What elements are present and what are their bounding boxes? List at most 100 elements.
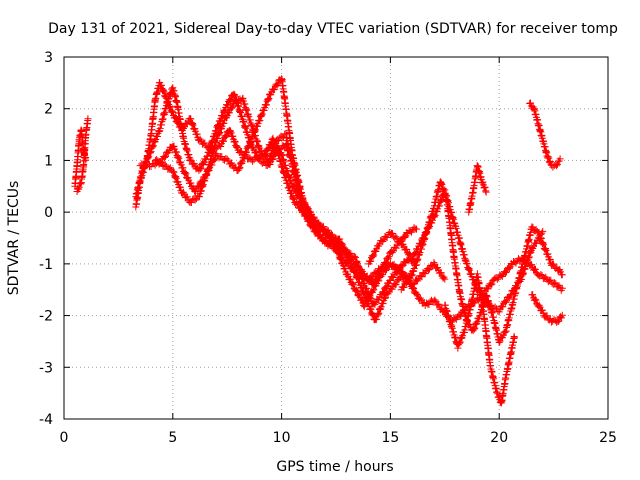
data-point bbox=[473, 318, 481, 326]
data-point bbox=[265, 94, 273, 102]
data-point bbox=[392, 233, 400, 241]
data-point bbox=[189, 121, 197, 129]
data-point bbox=[216, 129, 224, 137]
data-point bbox=[413, 225, 421, 233]
data-point bbox=[417, 245, 425, 253]
data-point bbox=[413, 291, 421, 299]
data-point bbox=[243, 148, 251, 156]
data-point bbox=[321, 227, 329, 235]
data-point bbox=[386, 277, 394, 285]
data-point bbox=[172, 114, 180, 122]
data-point bbox=[162, 152, 170, 160]
data-point bbox=[336, 254, 344, 262]
data-point bbox=[558, 311, 566, 319]
data-point bbox=[381, 294, 389, 302]
data-point bbox=[231, 138, 239, 146]
data-point bbox=[482, 187, 490, 195]
data-point bbox=[505, 294, 513, 302]
data-point bbox=[213, 134, 221, 142]
data-point bbox=[189, 184, 197, 192]
data-point bbox=[416, 248, 424, 256]
data-point bbox=[495, 339, 503, 346]
data-point bbox=[186, 155, 194, 163]
data-point bbox=[163, 148, 171, 156]
data-point bbox=[498, 333, 506, 341]
data-point bbox=[389, 230, 397, 238]
data-point bbox=[302, 210, 310, 218]
data-point bbox=[242, 149, 250, 157]
data-point bbox=[171, 113, 179, 121]
data-point bbox=[244, 143, 252, 151]
data-point bbox=[217, 124, 225, 132]
data-point bbox=[385, 253, 393, 261]
series-arc-13 bbox=[528, 291, 566, 326]
data-point bbox=[149, 142, 157, 150]
data-point bbox=[264, 96, 272, 104]
data-point bbox=[410, 265, 418, 273]
data-point bbox=[172, 172, 180, 180]
data-point bbox=[409, 284, 417, 292]
data-point bbox=[84, 115, 92, 123]
data-point bbox=[256, 116, 264, 124]
data-point bbox=[223, 155, 231, 163]
data-point bbox=[471, 324, 479, 332]
data-point bbox=[430, 259, 438, 267]
data-point bbox=[531, 295, 539, 303]
data-point bbox=[172, 148, 180, 156]
data-point bbox=[265, 158, 273, 165]
data-point bbox=[400, 283, 408, 291]
data-point bbox=[172, 174, 180, 182]
data-point bbox=[187, 198, 195, 206]
data-point bbox=[289, 194, 297, 202]
data-point bbox=[285, 184, 293, 192]
data-point bbox=[77, 180, 85, 188]
data-point bbox=[226, 128, 234, 136]
data-points bbox=[71, 75, 566, 407]
data-point bbox=[222, 113, 230, 121]
data-point bbox=[484, 285, 492, 293]
data-point bbox=[245, 141, 253, 149]
data-point bbox=[481, 183, 489, 191]
data-point bbox=[537, 234, 545, 242]
data-point bbox=[258, 110, 266, 118]
data-point bbox=[289, 195, 297, 203]
x-axis-label: GPS time / hours bbox=[276, 459, 393, 475]
data-point bbox=[487, 281, 495, 289]
data-point bbox=[426, 265, 434, 273]
data-point bbox=[410, 250, 418, 258]
data-point bbox=[368, 252, 376, 260]
data-point bbox=[363, 272, 371, 280]
data-point bbox=[541, 245, 549, 253]
data-point bbox=[553, 162, 561, 170]
data-point bbox=[403, 279, 411, 287]
data-point bbox=[555, 267, 563, 275]
data-point bbox=[368, 311, 376, 319]
series-arc-6 bbox=[151, 94, 421, 288]
data-point bbox=[360, 301, 368, 309]
data-point bbox=[470, 325, 478, 333]
data-point bbox=[75, 183, 83, 191]
data-point bbox=[220, 107, 228, 115]
data-point bbox=[158, 159, 166, 167]
data-point bbox=[370, 251, 378, 259]
data-point bbox=[164, 95, 172, 103]
data-point bbox=[348, 264, 356, 272]
data-point bbox=[408, 271, 416, 279]
data-point bbox=[336, 235, 344, 243]
data-point bbox=[437, 269, 445, 277]
data-point bbox=[341, 265, 349, 273]
y-tick-label: -2 bbox=[39, 309, 53, 325]
data-point bbox=[266, 161, 274, 169]
data-point bbox=[260, 107, 268, 115]
data-point bbox=[193, 130, 201, 138]
data-point bbox=[305, 214, 313, 222]
data-point bbox=[528, 261, 536, 269]
data-point bbox=[308, 217, 316, 225]
data-point bbox=[181, 168, 189, 176]
data-point bbox=[550, 260, 558, 268]
data-point bbox=[144, 154, 152, 162]
data-point bbox=[395, 264, 403, 272]
data-point bbox=[146, 149, 154, 157]
data-point bbox=[149, 143, 157, 151]
data-point bbox=[497, 398, 505, 406]
